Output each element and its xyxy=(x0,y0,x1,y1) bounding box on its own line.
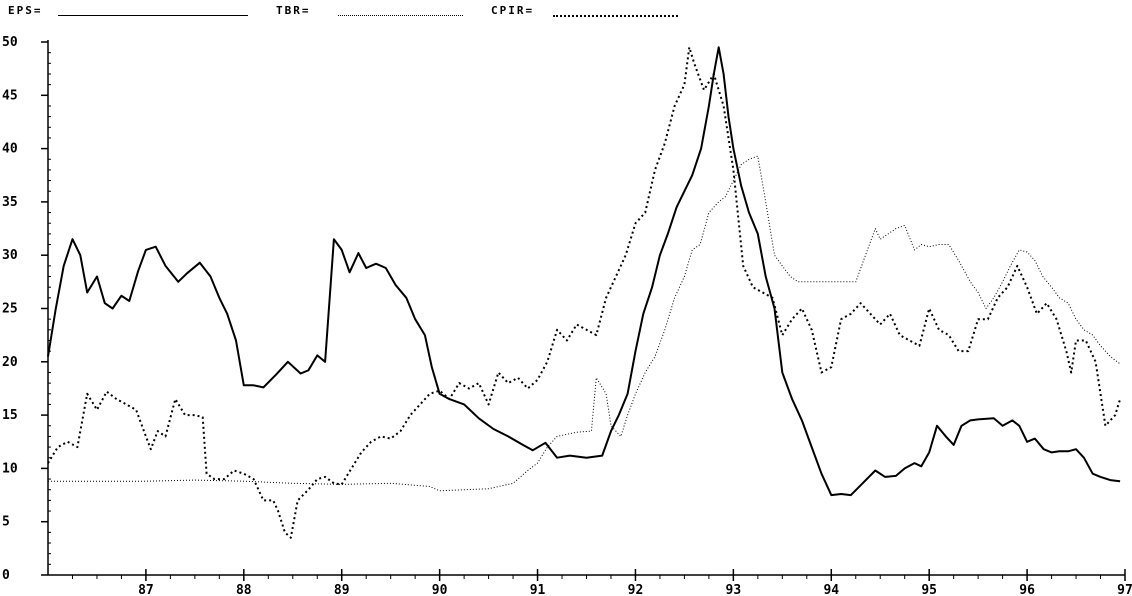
y-tick-label: 35 xyxy=(2,195,18,210)
y-tick-label: 25 xyxy=(2,302,18,317)
x-tick-label: 87 xyxy=(138,583,154,596)
legend-line-cpir xyxy=(553,15,678,17)
y-tick-label: 20 xyxy=(2,355,18,370)
x-tick-label: 90 xyxy=(432,583,448,596)
legend-line-eps xyxy=(58,15,248,16)
series-line-tbr xyxy=(48,155,1121,492)
y-tick-label: 45 xyxy=(2,88,18,103)
y-tick-label: 0 xyxy=(2,568,10,583)
chart-series xyxy=(47,46,1122,539)
series-line-cpir xyxy=(47,46,1122,539)
legend-label-eps: EPS= xyxy=(8,4,43,17)
y-tick-label: 15 xyxy=(2,408,18,423)
y-tick-label: 30 xyxy=(2,248,18,263)
legend: EPS= TBR= CPIR= xyxy=(8,2,708,20)
x-tick-label: 92 xyxy=(628,583,644,596)
x-tick-label: 93 xyxy=(726,583,742,596)
y-tick-label: 10 xyxy=(2,461,18,476)
y-tick-label: 40 xyxy=(2,142,18,157)
x-tick-label: 88 xyxy=(236,583,252,596)
series-line-eps xyxy=(47,46,1121,497)
x-tick-label: 97 xyxy=(1117,583,1132,596)
x-tick-label: 89 xyxy=(334,583,350,596)
legend-line-tbr xyxy=(338,15,463,16)
x-tick-label: 96 xyxy=(1019,583,1035,596)
chart-axes: 0 5 10 15 20 25 30 35 40 45 50 87 88 89 90 91 92 93 94 95 96… xyxy=(2,35,1132,596)
y-tick-label: 5 xyxy=(2,515,10,530)
x-tick-label: 94 xyxy=(823,583,839,596)
legend-label-cpir: CPIR= xyxy=(491,4,535,17)
x-tick-label: 91 xyxy=(530,583,546,596)
x-tick-label: 95 xyxy=(921,583,937,596)
y-tick-label: 50 xyxy=(2,35,18,50)
legend-label-tbr: TBR= xyxy=(276,4,311,17)
